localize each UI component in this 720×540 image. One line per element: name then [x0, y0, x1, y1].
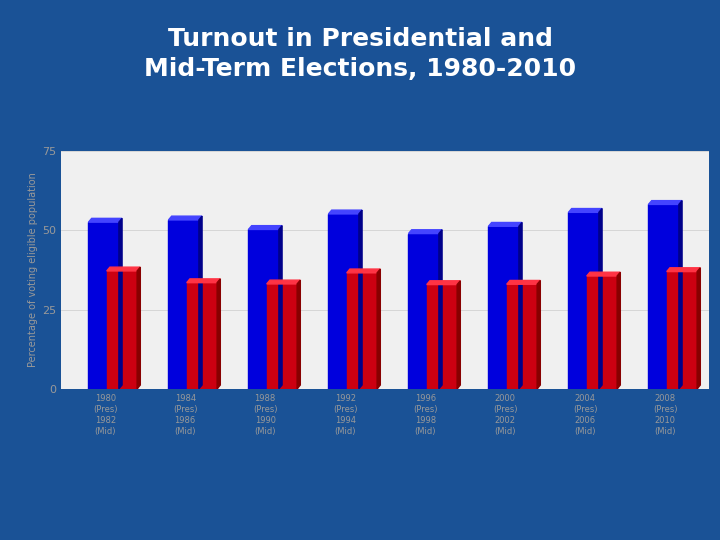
Bar [168, 220, 199, 389]
Polygon shape [137, 267, 140, 389]
Bar [347, 273, 377, 389]
Polygon shape [507, 280, 540, 284]
Polygon shape [569, 208, 602, 212]
Polygon shape [427, 281, 460, 285]
Polygon shape [439, 230, 442, 389]
Polygon shape [186, 279, 220, 282]
Polygon shape [199, 216, 202, 389]
Bar [408, 234, 439, 389]
Polygon shape [649, 201, 682, 205]
Polygon shape [168, 216, 202, 220]
Polygon shape [377, 269, 380, 389]
Polygon shape [89, 218, 122, 222]
Bar [667, 272, 697, 389]
Polygon shape [599, 208, 602, 389]
Polygon shape [408, 230, 442, 234]
Polygon shape [107, 267, 140, 271]
Polygon shape [667, 268, 701, 272]
Polygon shape [679, 201, 682, 389]
Bar [328, 214, 359, 389]
Bar [507, 284, 537, 389]
Polygon shape [328, 210, 362, 214]
Bar [266, 284, 297, 389]
Polygon shape [119, 218, 122, 389]
Polygon shape [347, 269, 380, 273]
Bar [488, 226, 519, 389]
Polygon shape [359, 210, 362, 389]
Polygon shape [587, 272, 621, 276]
Bar [186, 282, 217, 389]
Polygon shape [217, 279, 220, 389]
Bar [89, 222, 119, 389]
Text: Turnout in Presidential and
Mid-Term Elections, 1980-2010: Turnout in Presidential and Mid-Term Ele… [144, 27, 576, 81]
Bar [587, 276, 617, 389]
Bar [248, 230, 279, 389]
Polygon shape [266, 280, 300, 284]
Polygon shape [617, 272, 621, 389]
Polygon shape [537, 280, 540, 389]
Bar [427, 285, 457, 389]
Polygon shape [488, 222, 522, 226]
Polygon shape [697, 268, 701, 389]
Bar [649, 205, 679, 389]
Y-axis label: Percentage of voting eligible population: Percentage of voting eligible population [28, 173, 38, 367]
Polygon shape [297, 280, 300, 389]
Bar [569, 212, 599, 389]
Polygon shape [248, 226, 282, 230]
Bar [107, 271, 137, 389]
Polygon shape [279, 226, 282, 389]
Polygon shape [519, 222, 522, 389]
Polygon shape [457, 281, 460, 389]
